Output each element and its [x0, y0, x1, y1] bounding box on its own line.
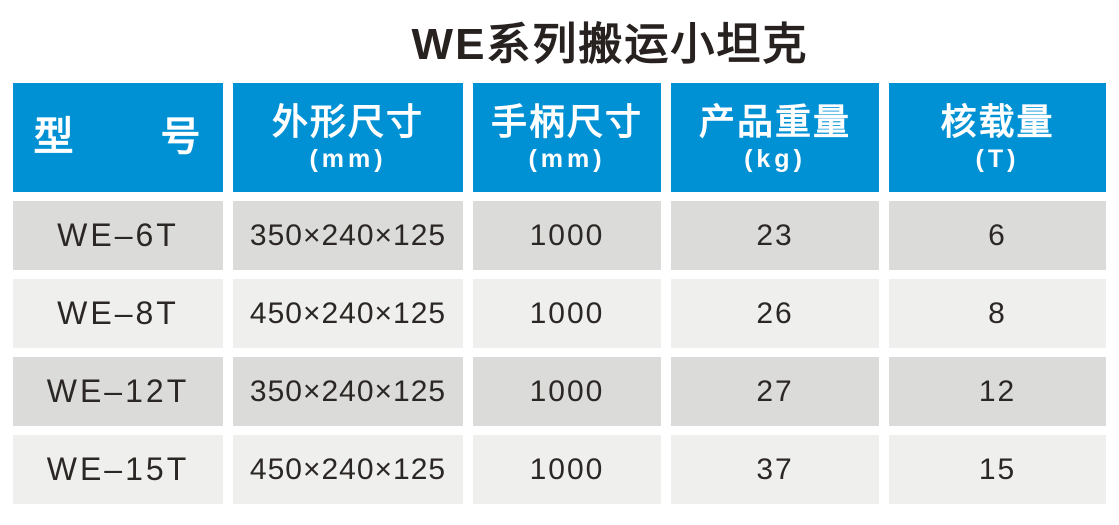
- cell-dimensions: 350×240×125: [233, 357, 463, 426]
- cell-dimensions: 350×240×125: [233, 201, 463, 270]
- page-title: WE系列搬运小坦克: [411, 20, 809, 69]
- column-header-label: 外形尺寸: [271, 101, 424, 143]
- column-header-dimensions: 外形尺寸 (mm): [233, 83, 463, 192]
- column-header-label: 核载量: [940, 101, 1055, 143]
- cell-weight: 37: [671, 435, 879, 504]
- cell-model: WE–6T: [13, 201, 223, 270]
- cell-handle: 1000: [473, 435, 661, 504]
- column-header-unit: (mm): [309, 144, 387, 173]
- cell-handle: 1000: [473, 357, 661, 426]
- cell-weight: 26: [671, 279, 879, 348]
- column-header-handle: 手柄尺寸 (mm): [473, 83, 661, 192]
- cell-dimensions: 450×240×125: [233, 279, 463, 348]
- cell-handle: 1000: [473, 279, 661, 348]
- cell-capacity: 6: [889, 201, 1106, 270]
- cell-model: WE–15T: [13, 435, 223, 504]
- column-header-model: 型 号: [13, 83, 223, 192]
- column-header-unit: (T): [975, 144, 1020, 173]
- column-header-unit: (kg): [744, 144, 806, 173]
- cell-capacity: 12: [889, 357, 1106, 426]
- cell-weight: 27: [671, 357, 879, 426]
- column-header-label: 手柄尺寸: [490, 101, 643, 143]
- cell-weight: 23: [671, 201, 879, 270]
- cell-model: WE–8T: [13, 279, 223, 348]
- column-header-unit: (mm): [528, 144, 606, 173]
- cell-capacity: 15: [889, 435, 1106, 504]
- column-header-capacity: 核载量 (T): [889, 83, 1106, 192]
- spec-table: 型 号 外形尺寸 (mm) 手柄尺寸 (mm) 产品重量 (kg) 核载量 (T…: [13, 83, 1106, 504]
- column-header-weight: 产品重量 (kg): [671, 83, 879, 192]
- column-header-label: 型 号: [33, 115, 203, 160]
- cell-handle: 1000: [473, 201, 661, 270]
- cell-model: WE–12T: [13, 357, 223, 426]
- column-header-label: 产品重量: [698, 101, 851, 143]
- cell-capacity: 8: [889, 279, 1106, 348]
- cell-dimensions: 450×240×125: [233, 435, 463, 504]
